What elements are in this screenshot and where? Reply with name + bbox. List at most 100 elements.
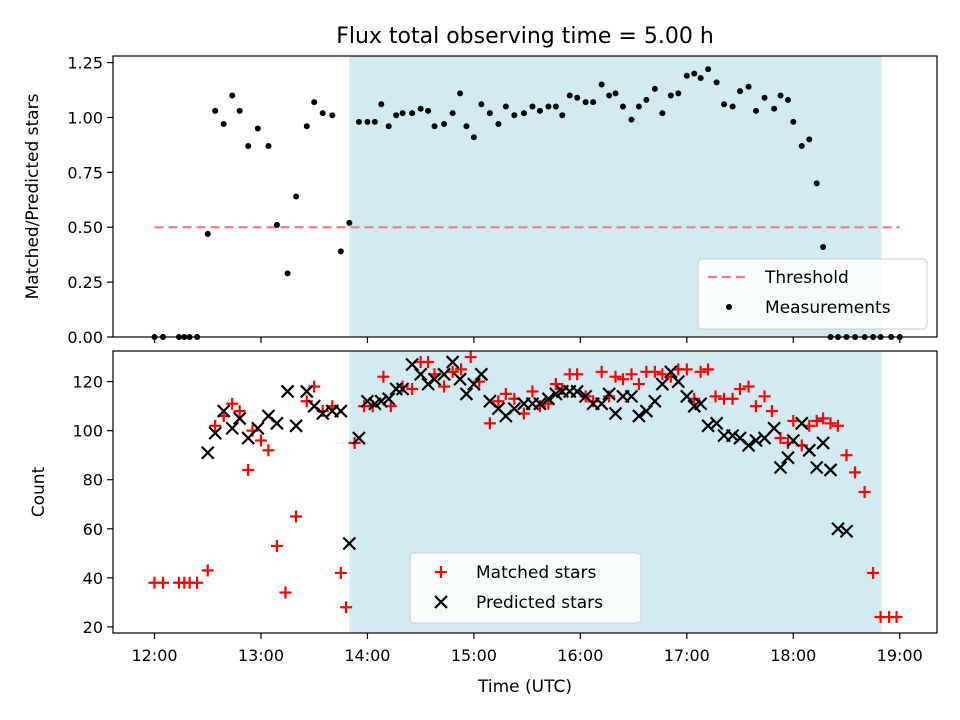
predicted-star-point: [208, 426, 222, 440]
legend-box: [409, 552, 642, 624]
matched-star-point: [609, 370, 622, 383]
measurement-point: [393, 112, 400, 119]
x-axis-label: Time (UTC): [477, 677, 572, 697]
measurement-point: [820, 243, 827, 250]
matched-star-point: [858, 486, 871, 498]
matched-star-point: [226, 397, 239, 410]
x-tick-label: 13:00: [238, 646, 284, 665]
legend-predicted-label: Predicted stars: [476, 593, 603, 613]
predicted-star-point: [624, 389, 639, 404]
top-panel: 0.00 0.25 0.50 0.75 1.00 1.25 Matched/Predict…: [23, 54, 938, 347]
matched-star-point: [279, 586, 292, 599]
predicted-star-point: [533, 396, 547, 411]
matched-star-point: [499, 387, 512, 400]
matched-star-point: [157, 576, 170, 589]
predicted-star-point: [741, 438, 756, 453]
measurement-point: [425, 107, 432, 114]
predicted-star-point: [773, 460, 788, 475]
matched-star-point: [867, 566, 880, 579]
predicted-star-point: [664, 365, 678, 379]
y-tick-label: 20: [83, 618, 103, 637]
predicted-star-point: [459, 387, 474, 401]
measurement-point: [204, 230, 211, 237]
predicted-star-point: [767, 421, 781, 436]
legend-measurements-label: Measurements: [765, 298, 891, 318]
y-tick-label: 0.50: [67, 218, 103, 237]
matched-star-point: [824, 417, 837, 430]
y-tick-label: 0.25: [67, 273, 103, 292]
matched-star-point: [422, 356, 435, 369]
x-tick-label: 19:00: [877, 646, 923, 665]
measurement-point: [729, 103, 736, 110]
measurement-point: [628, 116, 635, 123]
matched-star-point: [595, 365, 608, 378]
predicted-star-point: [225, 421, 240, 436]
matched-star-point: [334, 566, 347, 579]
legend-matched-label: Matched stars: [476, 563, 596, 583]
measurement-point: [683, 72, 690, 79]
bottom-legend: Matched stars Predicted stars: [409, 552, 642, 624]
measurement-point: [229, 92, 236, 99]
predicted-stars-points: [200, 355, 854, 551]
matched-star-point: [817, 412, 830, 425]
measurement-point: [643, 96, 650, 103]
predicted-star-point: [360, 394, 375, 409]
matched-star-point: [549, 378, 562, 391]
measurement-point: [284, 270, 291, 277]
measurement-point: [319, 110, 326, 117]
measurement-point: [478, 101, 485, 108]
matched-star-point: [694, 365, 707, 378]
measurement-point: [265, 143, 272, 150]
measurement-point: [566, 92, 573, 99]
matched-star-point: [464, 351, 477, 364]
measurement-point: [457, 90, 464, 97]
y-tick-label: 60: [83, 520, 103, 539]
top-axes-frame: [112, 55, 938, 338]
y-tick-label: 40: [83, 569, 103, 588]
matched-star-point: [438, 380, 451, 393]
matched-star-point: [308, 380, 321, 393]
measurement-point: [552, 103, 559, 110]
matched-star-point: [242, 463, 255, 476]
x-tick-label: 15:00: [451, 646, 497, 665]
measurement-point: [771, 105, 778, 112]
measurement-point: [790, 118, 797, 125]
predicted-star-point: [334, 404, 348, 418]
matched-star-point: [201, 564, 214, 577]
measurement-point: [337, 248, 344, 255]
predicted-star-point: [315, 406, 330, 421]
matched-star-point: [616, 373, 629, 386]
predicted-star-point: [445, 355, 460, 369]
predicted-star-point: [289, 419, 303, 433]
measurement-point: [784, 96, 791, 103]
matched-star-point: [810, 414, 823, 427]
bottom-x-ticks: 12:00 13:00 14:00 15:00 16:00 17:00 18:00 19:00: [131, 633, 923, 665]
predicted-star-point: [374, 394, 389, 409]
top-y-axis-label: Matched/Predicted stars: [23, 93, 43, 299]
measurement-point: [495, 121, 502, 128]
measurement-point: [236, 107, 243, 114]
measurement-point: [371, 118, 378, 125]
matched-star-point: [726, 392, 739, 405]
predicted-star-point: [437, 367, 451, 382]
legend-predicted-swatch: [434, 595, 448, 609]
measurement-point: [705, 66, 712, 73]
measurement-point: [293, 193, 300, 200]
predicted-star-point: [839, 524, 854, 539]
matched-star-point: [233, 405, 246, 418]
predicted-star-point: [474, 367, 489, 382]
predicted-star-point: [342, 536, 357, 551]
matched-star-point: [290, 510, 303, 523]
matched-star-point: [625, 368, 638, 381]
matched-star-point: [742, 380, 755, 393]
predicted-star-point: [680, 389, 694, 404]
measurement-point: [753, 107, 760, 114]
matched-star-point: [890, 611, 903, 624]
measurement-point: [212, 107, 219, 114]
measurement-point: [431, 123, 438, 130]
predicted-star-point: [270, 416, 284, 431]
predicted-star-point: [831, 522, 845, 536]
matched-star-point: [787, 414, 800, 427]
chart-title: Flux total observing time = 5.00 h: [336, 24, 714, 49]
x-tick-label: 18:00: [770, 646, 816, 665]
